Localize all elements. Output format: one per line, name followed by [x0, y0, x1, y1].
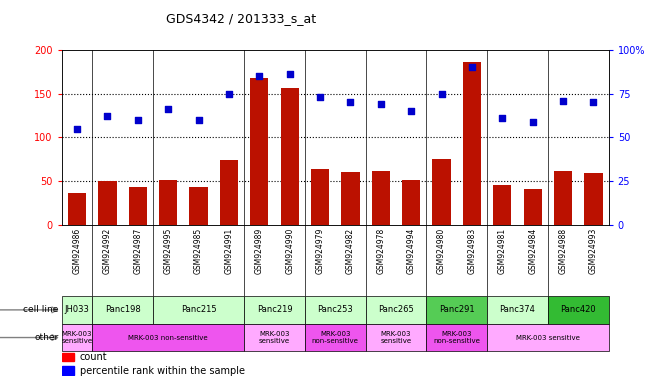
Bar: [62, 366, 74, 375]
Point: [284, 71, 295, 78]
Bar: [366, 324, 426, 351]
Bar: [402, 180, 421, 225]
Bar: [98, 181, 117, 225]
Point: [376, 101, 386, 107]
Text: MRK-003 sensitive: MRK-003 sensitive: [516, 334, 580, 341]
Bar: [189, 187, 208, 225]
Point: [497, 115, 508, 121]
Point: [589, 99, 599, 106]
Text: MRK-003
sensitive: MRK-003 sensitive: [259, 331, 290, 344]
Point: [315, 94, 326, 100]
Text: MRK-003
sensitive: MRK-003 sensitive: [380, 331, 411, 344]
Bar: [250, 78, 268, 225]
Bar: [585, 173, 603, 225]
Bar: [548, 296, 609, 324]
Bar: [129, 187, 147, 225]
Point: [224, 91, 234, 97]
Point: [163, 106, 173, 113]
Bar: [487, 324, 609, 351]
Bar: [305, 324, 366, 351]
Text: JH033: JH033: [64, 305, 89, 314]
Point: [527, 119, 538, 125]
Text: GDS4342 / 201333_s_at: GDS4342 / 201333_s_at: [166, 12, 316, 25]
Bar: [487, 296, 548, 324]
Point: [102, 113, 113, 119]
Point: [558, 98, 568, 104]
Bar: [311, 169, 329, 225]
Text: MRK-003
non-sensitive: MRK-003 non-sensitive: [312, 331, 359, 344]
Text: Panc219: Panc219: [256, 305, 292, 314]
Text: count: count: [79, 352, 107, 362]
Bar: [305, 296, 366, 324]
Bar: [366, 296, 426, 324]
Text: cell line: cell line: [23, 305, 59, 314]
Bar: [372, 171, 390, 225]
Point: [254, 73, 264, 79]
Bar: [153, 296, 244, 324]
Bar: [62, 296, 92, 324]
Text: Panc253: Panc253: [318, 305, 353, 314]
Bar: [432, 159, 450, 225]
Point: [133, 117, 143, 123]
Text: Panc374: Panc374: [499, 305, 536, 314]
Point: [436, 91, 447, 97]
Bar: [62, 353, 74, 361]
Bar: [554, 171, 572, 225]
Bar: [92, 296, 153, 324]
Bar: [92, 324, 244, 351]
Text: Panc291: Panc291: [439, 305, 475, 314]
Text: Panc420: Panc420: [561, 305, 596, 314]
Bar: [68, 193, 86, 225]
Bar: [220, 160, 238, 225]
Bar: [244, 324, 305, 351]
Bar: [62, 324, 92, 351]
Point: [72, 126, 82, 132]
Bar: [463, 62, 481, 225]
Text: Panc265: Panc265: [378, 305, 414, 314]
Text: Panc198: Panc198: [105, 305, 141, 314]
Bar: [523, 189, 542, 225]
Bar: [341, 172, 359, 225]
Bar: [426, 324, 487, 351]
Point: [345, 99, 355, 106]
Point: [467, 65, 477, 71]
Bar: [426, 296, 487, 324]
Text: MRK-003
sensitive: MRK-003 sensitive: [61, 331, 92, 344]
Text: other: other: [35, 333, 59, 342]
Text: MRK-003 non-sensitive: MRK-003 non-sensitive: [128, 334, 208, 341]
Text: MRK-003
non-sensitive: MRK-003 non-sensitive: [434, 331, 480, 344]
Bar: [493, 185, 512, 225]
Bar: [244, 296, 305, 324]
Text: percentile rank within the sample: percentile rank within the sample: [79, 366, 245, 376]
Bar: [159, 180, 177, 225]
Point: [406, 108, 417, 114]
Bar: [281, 88, 299, 225]
Point: [193, 117, 204, 123]
Text: Panc215: Panc215: [181, 305, 216, 314]
